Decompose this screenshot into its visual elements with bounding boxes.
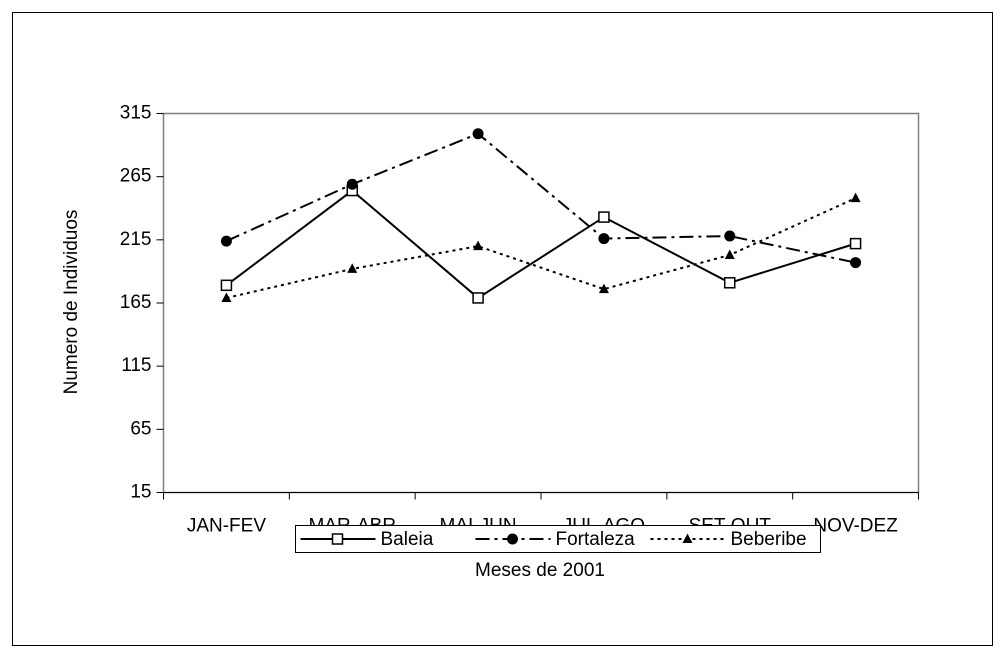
marker — [220, 235, 232, 247]
legend-label: Baleia — [381, 529, 434, 550]
marker — [724, 277, 736, 289]
marker — [598, 233, 610, 245]
legend-marker — [682, 533, 693, 543]
legend-marker — [507, 533, 518, 545]
x-tick-label: NOV-DEZ — [813, 516, 898, 537]
y-axis-label: Numero de Individuos — [61, 210, 82, 395]
marker — [472, 292, 484, 304]
marker — [850, 257, 862, 269]
marker — [473, 240, 484, 251]
series-line — [226, 132, 856, 264]
marker — [849, 237, 862, 250]
marker — [598, 211, 610, 223]
legend-marker — [331, 533, 344, 545]
marker — [220, 279, 233, 292]
marker — [221, 292, 232, 302]
series-line — [225, 189, 856, 300]
series-line — [226, 197, 856, 299]
y-tick-label: 65 — [130, 418, 151, 439]
legend-label: Fortaleza — [556, 529, 636, 550]
y-tick-label: 115 — [121, 355, 151, 376]
x-tick-label: JAN-FEV — [187, 516, 267, 537]
marker — [850, 192, 861, 203]
y-tick-label: 215 — [120, 229, 152, 250]
legend-box — [295, 525, 821, 553]
marker — [347, 263, 358, 273]
x-axis-label: Meses de 2001 — [475, 560, 605, 581]
marker — [598, 283, 609, 294]
legend-label: Beberibe — [731, 529, 807, 550]
marker — [724, 230, 736, 242]
y-tick-label: 15 — [130, 482, 151, 503]
marker — [724, 249, 735, 259]
marker — [346, 178, 358, 190]
plot-area — [162, 112, 920, 494]
y-tick-label: 165 — [120, 292, 152, 313]
y-tick-label: 265 — [120, 166, 152, 187]
y-tick-label: 315 — [120, 103, 152, 124]
marker — [472, 128, 484, 140]
